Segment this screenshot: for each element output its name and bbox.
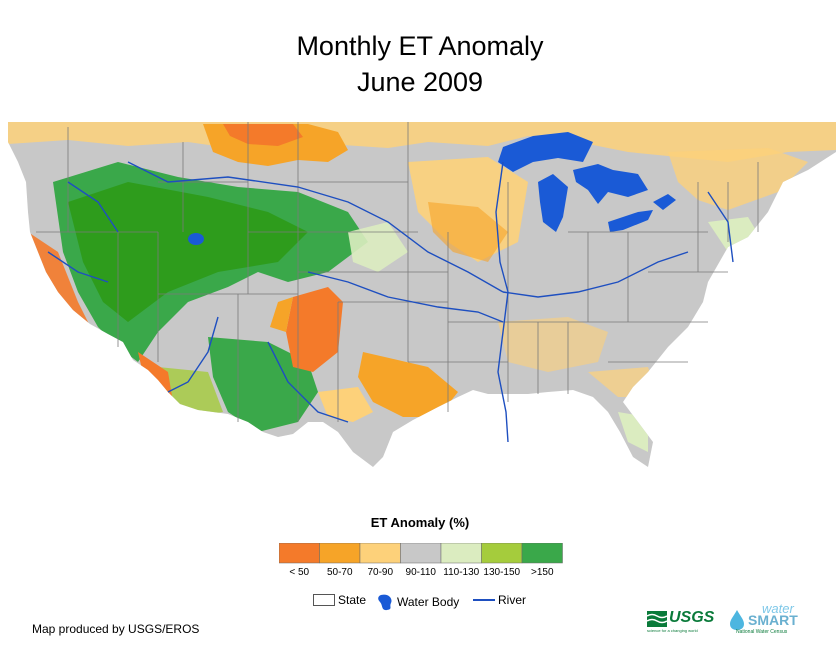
legend-label-0: < 50: [289, 567, 310, 578]
legend-river: River: [473, 593, 526, 607]
legend-swatch-6: [521, 543, 563, 564]
legend-label-5: 130-150: [483, 567, 521, 578]
legend-swatch-5: [481, 543, 523, 564]
usgs-logo: USGS science for a changing world: [647, 609, 722, 635]
legend-label-4: 110-130: [443, 567, 480, 578]
land-surface: [8, 122, 836, 467]
legend-river-label: River: [498, 593, 527, 607]
legend-swatch-0: [279, 543, 320, 564]
smart-logo-text: SMART: [748, 612, 798, 628]
legend-label-6: >150: [530, 567, 554, 578]
legend-title: ET Anomaly (%): [370, 515, 470, 530]
state-swatch: [313, 594, 335, 606]
water-logo-text: water: [762, 601, 794, 616]
legend-swatch-3: [400, 543, 442, 564]
legend-water-body-label: Water Body: [397, 595, 460, 609]
water-drop-icon: [730, 610, 744, 630]
water-body-icon: [378, 594, 392, 611]
usgs-tagline: science for a changing world: [647, 628, 698, 633]
usgs-wave-icon: [647, 611, 667, 627]
et-anomaly-map: [8, 122, 836, 467]
legend-swatch-1: [319, 543, 361, 564]
map-subtitle: June 2009: [356, 67, 484, 97]
usgs-logo-text: USGS: [669, 609, 715, 626]
credit-text: Map produced by USGS/EROS: [32, 622, 200, 636]
state-boundaries: [36, 122, 759, 422]
smart-tagline: National Water Census: [736, 629, 788, 635]
legend-state-label: State: [338, 593, 367, 607]
legend-swatch-4: [440, 543, 482, 564]
watersmart-logo: water SMART National Water Census: [728, 601, 813, 637]
legend-label-3: 90-110: [405, 567, 436, 578]
river-swatch: [473, 599, 495, 601]
map-title: Monthly ET Anomaly: [296, 31, 544, 61]
legend-swatch-2: [359, 543, 401, 564]
legend-color-ramp: [279, 543, 563, 564]
legend-label-2: 70-90: [367, 567, 394, 578]
legend-label-1: 50-70: [326, 567, 353, 578]
legend-state: State: [313, 593, 366, 607]
legend-water-body: Water Body: [377, 593, 459, 611]
rivers: [47, 161, 734, 443]
great-lakes: [188, 132, 676, 245]
